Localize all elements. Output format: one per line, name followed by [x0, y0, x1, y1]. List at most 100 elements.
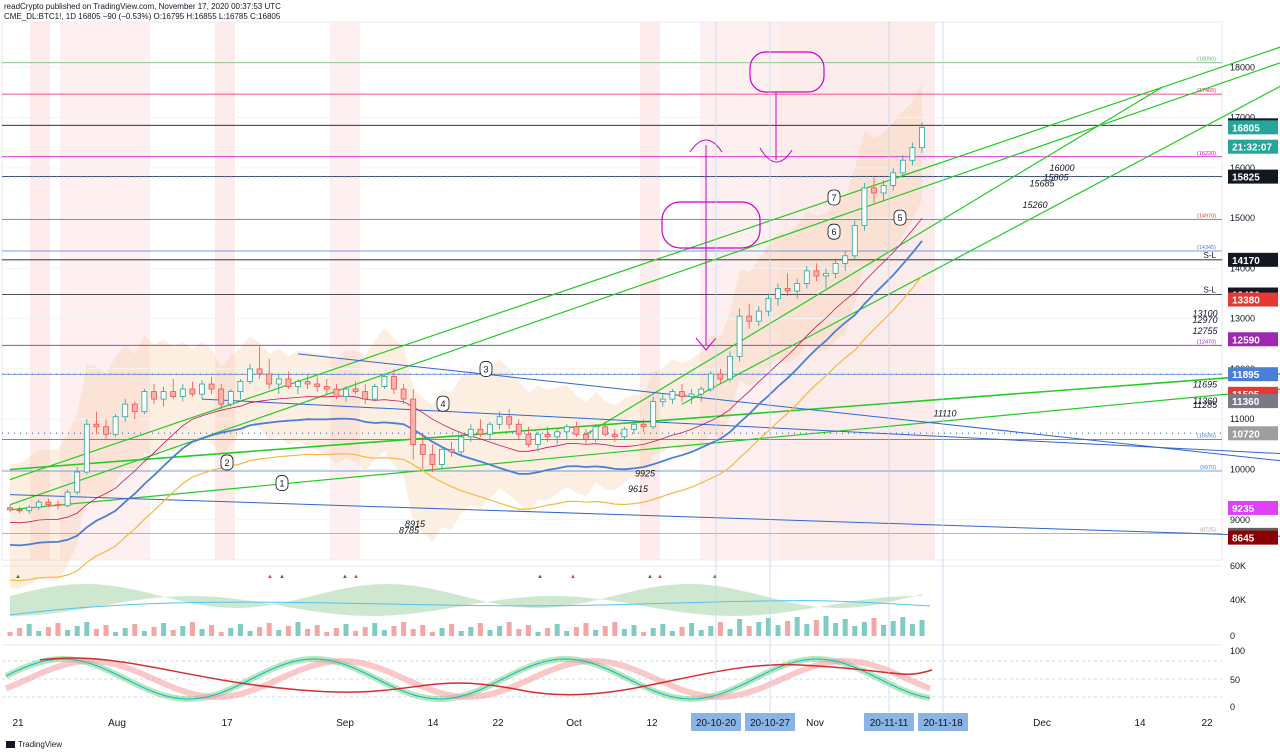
level-annotation: 8915: [405, 519, 426, 529]
candle-body: [803, 270, 810, 284]
volume-bar: [506, 622, 512, 636]
wave-bubble: [893, 209, 907, 226]
candle: [295, 378, 301, 395]
wave-label-3: 3: [479, 361, 493, 377]
candle: [266, 358, 273, 390]
candle: [659, 394, 666, 407]
low-value: L:16785: [218, 12, 248, 21]
candle: [477, 419, 484, 437]
price-tick-label: 17000: [1230, 113, 1255, 123]
publish-info: readCrypto published on TradingView.com,…: [4, 2, 281, 11]
price-tick-label: 15000: [1230, 213, 1255, 223]
candle-body: [832, 262, 839, 274]
x-tick-label: 14: [427, 718, 439, 729]
candle: [131, 401, 138, 420]
volume-bar: [823, 616, 829, 636]
candle: [688, 389, 695, 405]
candle: [525, 426, 532, 447]
price-badge-bg: [1228, 367, 1278, 382]
candle-body: [333, 388, 340, 397]
candle-body: [227, 391, 234, 405]
candle: [371, 384, 378, 402]
candle: [890, 167, 897, 191]
candle-body: [170, 391, 177, 397]
candle: [218, 384, 225, 410]
candle-body: [429, 454, 436, 465]
level-label: (9970): [1200, 465, 1216, 471]
candle-body: [371, 386, 378, 400]
level-annotation: 11285: [1193, 400, 1218, 410]
symbol-label[interactable]: CME_DL:BTC1!, 1D: [4, 12, 77, 21]
wave-number: 6: [831, 227, 836, 237]
volume-bar: [218, 632, 224, 636]
signal-marker: ▲: [712, 574, 718, 580]
magenta-down-head: [695, 337, 717, 351]
volume-bar: [468, 627, 474, 636]
volume-bar: [333, 628, 339, 636]
volume-bar: [372, 623, 378, 636]
open-value: O:16795: [153, 12, 185, 21]
volume-bar: [65, 630, 71, 636]
level-annotation: 16000: [1049, 163, 1074, 173]
candle: [26, 505, 33, 514]
volume-bar: [314, 625, 320, 636]
osc-line-red: [39, 657, 933, 696]
candle: [515, 419, 522, 440]
candle: [112, 414, 119, 437]
candle-body: [554, 431, 561, 438]
price-badge: 8645: [1228, 530, 1278, 545]
volume-bar: [516, 629, 522, 636]
main-pane: [1, 21, 1223, 561]
close-value: C:16805: [250, 12, 281, 21]
price-tick-label: 16000: [1230, 163, 1255, 173]
candle-body: [343, 388, 349, 397]
candle-body: [247, 368, 253, 382]
tradingview-footer[interactable]: TradingView: [6, 740, 62, 749]
candle-body: [7, 507, 13, 511]
candle-body: [122, 403, 129, 418]
date-highlight-label: 20-10-20: [696, 718, 736, 729]
candle: [458, 434, 465, 455]
price-badge-bg: [1228, 426, 1278, 441]
x-tick-label: Nov: [806, 718, 824, 729]
candle: [314, 376, 321, 392]
x-tick-label: Sep: [336, 718, 354, 729]
candle: [621, 426, 628, 440]
trendline-4: [585, 86, 1163, 435]
candle-body: [535, 433, 541, 445]
volume-bar: [497, 626, 503, 636]
price-badge: 10720: [1228, 426, 1278, 441]
candle: [227, 389, 234, 407]
trendline-5: [681, 85, 1280, 405]
candle: [775, 283, 781, 307]
volume-bar: [353, 631, 359, 636]
level-label: (16220): [1197, 151, 1216, 157]
volume-bar: [189, 622, 195, 636]
candle: [179, 384, 186, 402]
candle-body: [419, 443, 426, 455]
candle: [880, 180, 887, 201]
osc-tick-label: 0: [1230, 702, 1235, 712]
volume-bar: [602, 626, 608, 636]
candle: [237, 378, 244, 400]
volume-bar: [631, 625, 637, 636]
osc-band-red: [4, 657, 932, 700]
level-label: (8725): [1200, 528, 1216, 534]
candle-body: [890, 172, 897, 186]
volume-bar: [861, 622, 867, 636]
magenta-circle-mid: [661, 201, 761, 249]
candle: [813, 263, 820, 281]
level-annotation: 11110: [933, 409, 956, 419]
volume-bar: [698, 630, 704, 636]
volume-bar: [573, 627, 579, 636]
candle-body: [583, 433, 589, 440]
session-tint-3: [330, 22, 360, 560]
candle: [304, 373, 311, 390]
level-label: (12470): [1197, 339, 1216, 345]
volume-band: [10, 584, 922, 616]
brand-label: TradingView: [18, 740, 63, 749]
wave-number: 3: [483, 364, 488, 374]
candle-body: [851, 225, 858, 257]
candle-body: [544, 433, 551, 438]
